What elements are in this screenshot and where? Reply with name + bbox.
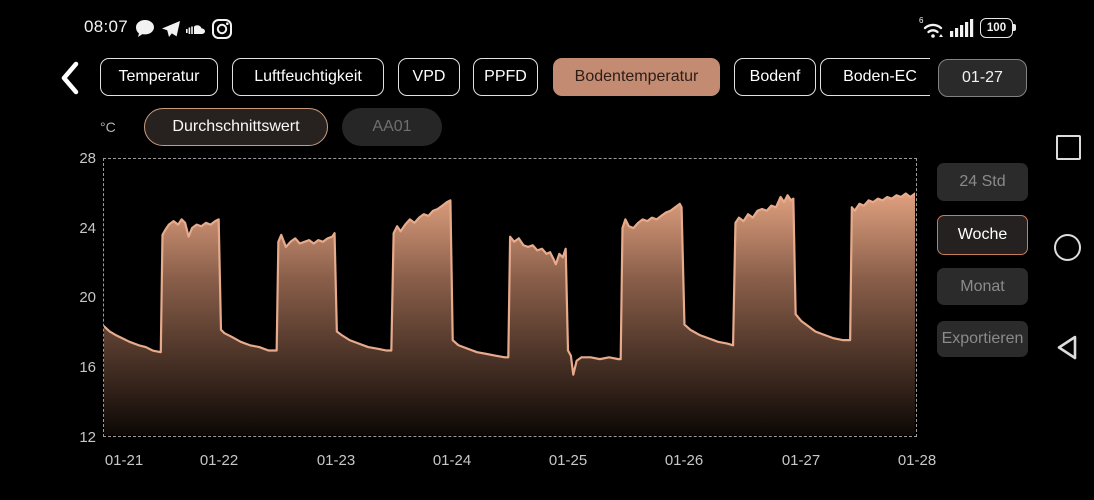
x-tick: 01-28 (897, 452, 937, 469)
tab-bodentemperatur[interactable]: Bodentemperatur (553, 58, 720, 96)
y-tick: 16 (79, 359, 96, 376)
tab-temperatur[interactable]: Temperatur (100, 58, 218, 96)
x-tick: 01-21 (104, 452, 144, 469)
y-tick: 20 (79, 289, 96, 306)
x-tick: 01-25 (548, 452, 588, 469)
range-24h-button[interactable]: 24 Std (937, 163, 1028, 201)
back-nav-icon[interactable] (1054, 334, 1081, 361)
tab-luftfeuchtigkeit[interactable]: Luftfeuchtigkeit (232, 58, 384, 96)
instagram-icon (212, 19, 232, 39)
tab-boden-ec[interactable]: Boden-EC (820, 58, 930, 96)
signal-icon (950, 19, 974, 37)
x-tick: 01-27 (781, 452, 821, 469)
tab-ppfd[interactable]: PPFD (473, 58, 538, 96)
range-month-button[interactable]: Monat (937, 268, 1028, 305)
tab-vpd[interactable]: VPD (398, 58, 460, 96)
export-button[interactable]: Exportieren (937, 321, 1028, 357)
x-tick: 01-26 (664, 452, 704, 469)
range-week-button[interactable]: Woche (937, 215, 1028, 255)
recents-icon[interactable] (1056, 135, 1081, 160)
y-tick: 12 (79, 429, 96, 446)
y-tick: 24 (79, 220, 96, 237)
toggle-durchschnittswert[interactable]: Durchschnittswert (144, 108, 328, 146)
area-chart (104, 192, 915, 435)
unit-label: °C (100, 119, 116, 135)
battery-icon: 100 (980, 18, 1013, 38)
battery-level: 100 (986, 22, 1007, 34)
y-tick: 28 (79, 150, 96, 167)
x-tick: 01-24 (432, 452, 472, 469)
battery-nub (1013, 24, 1016, 31)
wifi-icon: 6 (919, 16, 943, 38)
chart-plot-area[interactable] (103, 158, 917, 437)
date-range-button[interactable]: 01-27 (938, 59, 1027, 97)
soundcloud-icon (186, 25, 205, 34)
tab-bodenfeuchtigkeit[interactable]: Bodenf (734, 58, 816, 96)
status-time: 08:07 (84, 17, 129, 36)
home-icon[interactable] (1054, 234, 1081, 261)
wifi-6-label: 6 (919, 16, 924, 25)
chat-icon (136, 20, 154, 37)
telegram-icon (162, 21, 180, 37)
back-icon[interactable] (56, 60, 84, 96)
x-tick: 01-23 (316, 452, 356, 469)
toggle-aa01[interactable]: AA01 (342, 108, 442, 146)
x-tick: 01-22 (199, 452, 239, 469)
